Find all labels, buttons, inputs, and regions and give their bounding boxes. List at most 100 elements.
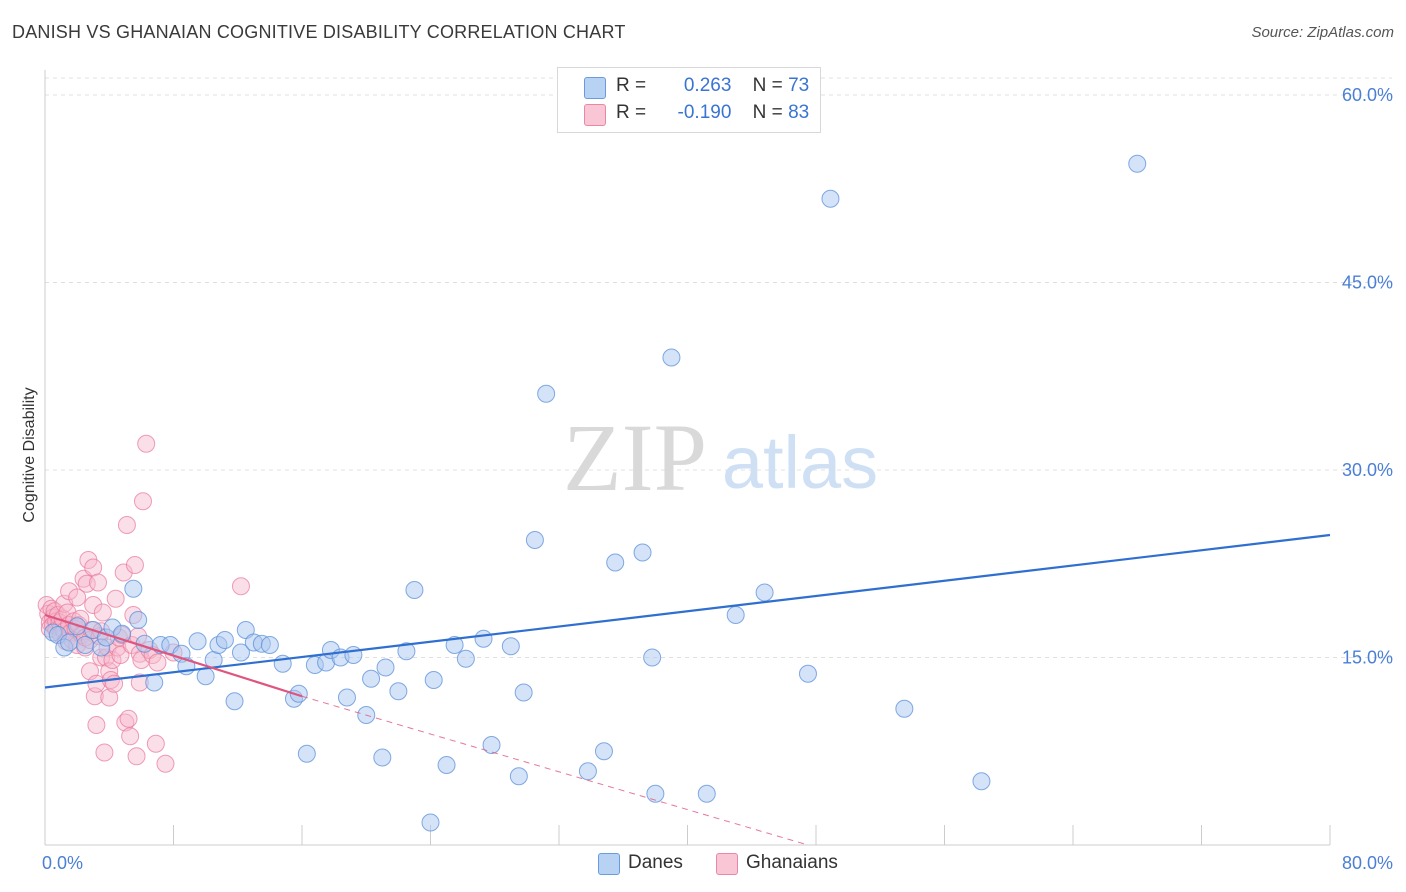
watermark-atlas: atlas bbox=[722, 421, 878, 504]
ghanaians-point-26 bbox=[68, 588, 87, 607]
x-tick-labels: 0.0% 80.0% bbox=[42, 853, 1393, 873]
danes-point-62 bbox=[633, 543, 652, 562]
legend-ghana-r-label: R = bbox=[616, 102, 647, 123]
ghanaians-point-48 bbox=[95, 743, 114, 762]
source-label: Source: ZipAtlas.com bbox=[1251, 24, 1394, 41]
x-tick-label-min: 0.0% bbox=[42, 853, 83, 873]
danes-point-46 bbox=[405, 581, 424, 599]
danes-point-70 bbox=[821, 189, 840, 208]
ghanaians-point-38 bbox=[84, 596, 103, 614]
legend-danes-n-value: 73 bbox=[788, 75, 810, 96]
ghanaians-legend-swatch bbox=[716, 853, 738, 875]
danes-point-38 bbox=[337, 688, 356, 707]
danes-point-25 bbox=[231, 643, 250, 662]
ghanaians-point-75 bbox=[137, 434, 156, 453]
legend-danes-r-value: 0.263 bbox=[683, 75, 732, 96]
ghanaians-point-79 bbox=[148, 653, 167, 672]
danes-point-66 bbox=[697, 784, 716, 803]
danes-point-47 bbox=[421, 813, 440, 832]
y-tick-label-30: 30.0% bbox=[1342, 460, 1393, 480]
ghanaians-legend-label: Ghanaians bbox=[746, 852, 838, 873]
danes-point-50 bbox=[445, 636, 464, 654]
danes-point-67 bbox=[726, 606, 745, 624]
danes-point-33 bbox=[297, 744, 316, 763]
danes-point-63 bbox=[643, 648, 662, 667]
watermark-zip: ZIP bbox=[563, 404, 707, 511]
chart-title: DANISH VS GHANAIAN COGNITIVE DISABILITY … bbox=[12, 22, 626, 42]
danes-point-44 bbox=[389, 682, 408, 701]
ghanaians-trend-extension bbox=[301, 695, 809, 846]
danes-point-48 bbox=[424, 671, 443, 689]
danes-point-52 bbox=[474, 629, 493, 648]
danes-point-59 bbox=[578, 762, 597, 781]
ghanaians-point-47 bbox=[93, 603, 112, 622]
danes-point-51 bbox=[456, 649, 475, 668]
ghanaians-point-69 bbox=[127, 747, 146, 766]
danes-points bbox=[44, 154, 1147, 832]
danes-point-19 bbox=[188, 632, 207, 651]
danes-point-71 bbox=[895, 699, 914, 718]
danes-point-72 bbox=[972, 772, 991, 791]
danes-point-14 bbox=[145, 673, 164, 692]
danes-point-53 bbox=[482, 736, 501, 754]
legend-ghana-n-label: N = bbox=[752, 102, 783, 123]
danes-point-56 bbox=[514, 683, 533, 702]
ghanaians-point-61 bbox=[114, 563, 133, 582]
ghanaians-point-42 bbox=[87, 716, 106, 734]
danes-legend-label: Danes bbox=[628, 852, 683, 873]
danes-point-23 bbox=[215, 631, 234, 649]
ghanaians-point-43 bbox=[89, 573, 108, 592]
ghanaians-point-59 bbox=[111, 646, 130, 664]
ghanaians-point-65 bbox=[121, 727, 140, 746]
y-axis-title: Cognitive Disability bbox=[21, 387, 38, 522]
danes-point-57 bbox=[525, 531, 544, 549]
y-tick-label-15: 15.0% bbox=[1342, 648, 1393, 668]
trend-lines bbox=[44, 533, 1331, 846]
danes-point-12 bbox=[129, 611, 148, 629]
danes-point-68 bbox=[755, 583, 774, 602]
danes-point-29 bbox=[260, 636, 279, 654]
ghanaians-point-82 bbox=[231, 577, 250, 596]
danes-point-61 bbox=[606, 553, 625, 572]
ghanaians-swatch bbox=[584, 104, 606, 126]
legend-danes-n-label: N = bbox=[752, 75, 783, 96]
y-tick-label-60: 60.0% bbox=[1342, 85, 1393, 105]
legend-ghana-n-value: 83 bbox=[788, 102, 810, 123]
danes-point-60 bbox=[594, 742, 613, 761]
danes-point-42 bbox=[373, 748, 392, 767]
ghanaians-point-68 bbox=[125, 556, 144, 574]
watermark: ZIP atlas bbox=[563, 404, 878, 511]
ghanaians-point-74 bbox=[133, 492, 152, 511]
x-tick-label-max: 80.0% bbox=[1342, 853, 1393, 873]
danes-point-3 bbox=[60, 633, 79, 652]
ghanaians-points bbox=[37, 434, 250, 773]
danes-point-55 bbox=[509, 767, 528, 786]
ghanaians-point-80 bbox=[156, 754, 175, 773]
ghanaians-point-56 bbox=[106, 589, 125, 608]
danes-point-39 bbox=[344, 646, 363, 664]
danes-point-65 bbox=[662, 348, 681, 367]
ghanaians-point-41 bbox=[87, 674, 106, 693]
legend-ghana-r-value: -0.190 bbox=[677, 102, 732, 123]
ghanaians-point-39 bbox=[84, 558, 103, 577]
danes-point-58 bbox=[537, 384, 556, 403]
ghanaians-point-78 bbox=[146, 734, 165, 753]
danes-point-32 bbox=[289, 684, 308, 703]
ghanaians-point-52 bbox=[100, 688, 119, 707]
danes-point-5 bbox=[76, 636, 95, 654]
danes-point-64 bbox=[646, 784, 665, 803]
correlation-legend: R = 0.263 N = 73 R = -0.190 N = 83 bbox=[557, 67, 821, 133]
danes-legend-swatch bbox=[598, 853, 620, 875]
y-tick-label-45: 45.0% bbox=[1342, 273, 1393, 293]
danes-point-20 bbox=[196, 667, 215, 686]
gridlines bbox=[45, 77, 1392, 658]
danes-point-24 bbox=[225, 692, 244, 711]
danes-swatch bbox=[584, 77, 606, 99]
ghanaians-trend-line bbox=[44, 613, 303, 698]
danes-point-11 bbox=[124, 579, 143, 598]
axes bbox=[44, 70, 1331, 846]
ghanaians-point-63 bbox=[117, 516, 136, 534]
danes-point-54 bbox=[501, 637, 520, 656]
danes-point-45 bbox=[397, 642, 416, 661]
